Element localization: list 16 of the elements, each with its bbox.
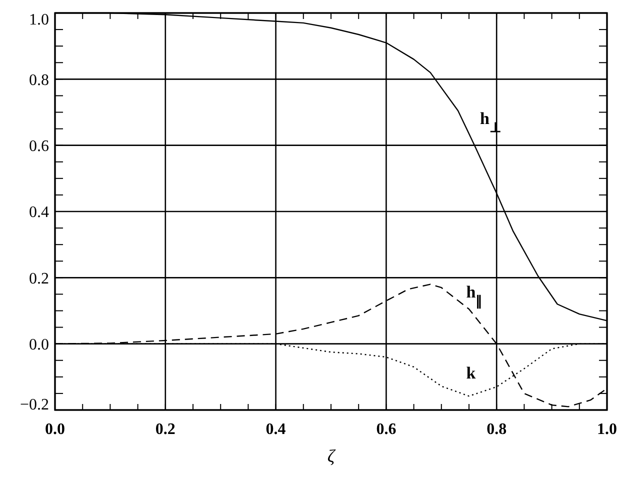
x-tick-label: 1.0: [597, 421, 617, 438]
x-tick-label: 0.2: [155, 421, 176, 438]
y-tick-label: −0.2: [20, 396, 49, 414]
y-tick-label: 0.8: [29, 72, 49, 89]
x-tick-label: 0.8: [486, 421, 507, 438]
y-tick-label: 1.0: [29, 12, 49, 29]
y-tick-label: 0.6: [29, 138, 49, 155]
y-tick-label: 0.0: [29, 336, 49, 354]
x-tick-label: 0.6: [376, 421, 396, 438]
x-tick-label: 0.4: [266, 421, 286, 438]
series-label: h$_{∥}$: [466, 282, 483, 310]
series-label: k: [466, 364, 476, 383]
x-axis-title: ζ: [327, 446, 336, 466]
x-tick-label: 0.0: [45, 421, 65, 438]
y-tick-label: 0.2: [29, 270, 49, 288]
y-tick-label: 0.4: [29, 204, 49, 222]
